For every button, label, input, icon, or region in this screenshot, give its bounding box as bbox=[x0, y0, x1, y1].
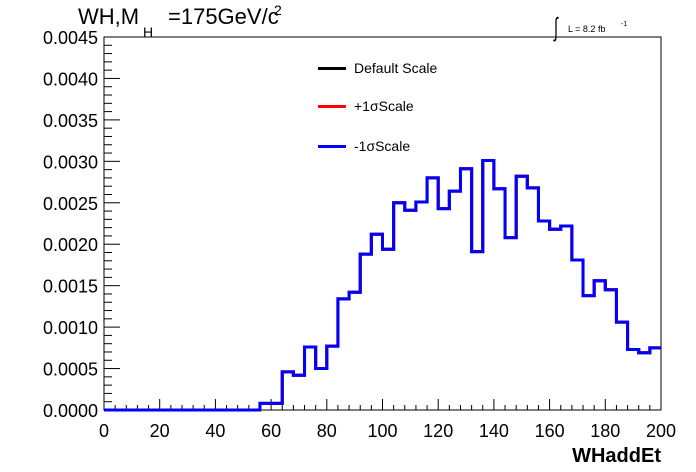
luminosity-text: L = 8.2 fb bbox=[568, 24, 606, 34]
title-tail: =175GeV/c bbox=[168, 4, 279, 29]
x-tick-label: 200 bbox=[646, 421, 676, 441]
x-tick-label: 60 bbox=[261, 421, 281, 441]
legend-label-minus1sigma: -1σScale bbox=[354, 138, 411, 154]
y-tick-label: 0.0005 bbox=[43, 360, 98, 380]
x-tick-label: 20 bbox=[150, 421, 170, 441]
x-tick-label: 0 bbox=[99, 421, 109, 441]
x-tick-label: 80 bbox=[317, 421, 337, 441]
x-tick-label: 180 bbox=[590, 421, 620, 441]
y-tick-label: 0.0030 bbox=[43, 152, 98, 172]
legend-entry-default: Default Scale bbox=[318, 58, 437, 78]
y-tick-label: 0.0015 bbox=[43, 277, 98, 297]
y-tick-label: 0.0035 bbox=[43, 111, 98, 131]
title-subscript: H bbox=[143, 24, 154, 40]
title-main: WH,M bbox=[78, 4, 140, 29]
y-tick-label: 0.0020 bbox=[43, 235, 98, 255]
x-tick-label: 160 bbox=[535, 421, 565, 441]
x-tick-label: 100 bbox=[367, 421, 397, 441]
plot-frame bbox=[103, 36, 662, 411]
series-line-0 bbox=[104, 159, 661, 412]
y-tick-label: 0.0010 bbox=[43, 318, 98, 338]
legend-label-plus1sigma: +1σScale bbox=[354, 98, 414, 114]
series-line-2 bbox=[104, 159, 661, 412]
series-line-1 bbox=[104, 159, 661, 412]
legend-line-minus1sigma bbox=[318, 144, 346, 148]
legend-line-plus1sigma bbox=[318, 104, 346, 108]
integral-symbol: ∫ bbox=[554, 12, 558, 42]
y-tick-label: 0.0000 bbox=[43, 401, 98, 421]
y-tick-label: 0.0040 bbox=[43, 69, 98, 89]
y-tick-label: 0.0025 bbox=[43, 194, 98, 214]
series-group bbox=[104, 159, 661, 412]
luminosity-superscript: -1 bbox=[621, 21, 628, 28]
title-superscript: 2 bbox=[274, 2, 282, 18]
x-tick-label: 40 bbox=[205, 421, 225, 441]
x-axis: 0 20 40 60 80 100 120 140 160 180 200 bbox=[99, 399, 676, 441]
legend-label-default: Default Scale bbox=[354, 60, 438, 76]
legend-line-default bbox=[318, 66, 346, 70]
y-axis: 0.0000 0.0005 0.0010 0.0015 0.0020 0.0025 0.00… bbox=[43, 28, 120, 421]
x-tick-label: 120 bbox=[423, 421, 453, 441]
x-axis-label: WHaddEt bbox=[572, 445, 661, 467]
legend-entry-minus1sigma: -1σScale bbox=[318, 136, 410, 156]
x-tick-label: 140 bbox=[479, 421, 509, 441]
legend-entry-plus1sigma: +1σScale bbox=[318, 96, 414, 116]
y-tick-label: 0.0045 bbox=[43, 28, 98, 48]
